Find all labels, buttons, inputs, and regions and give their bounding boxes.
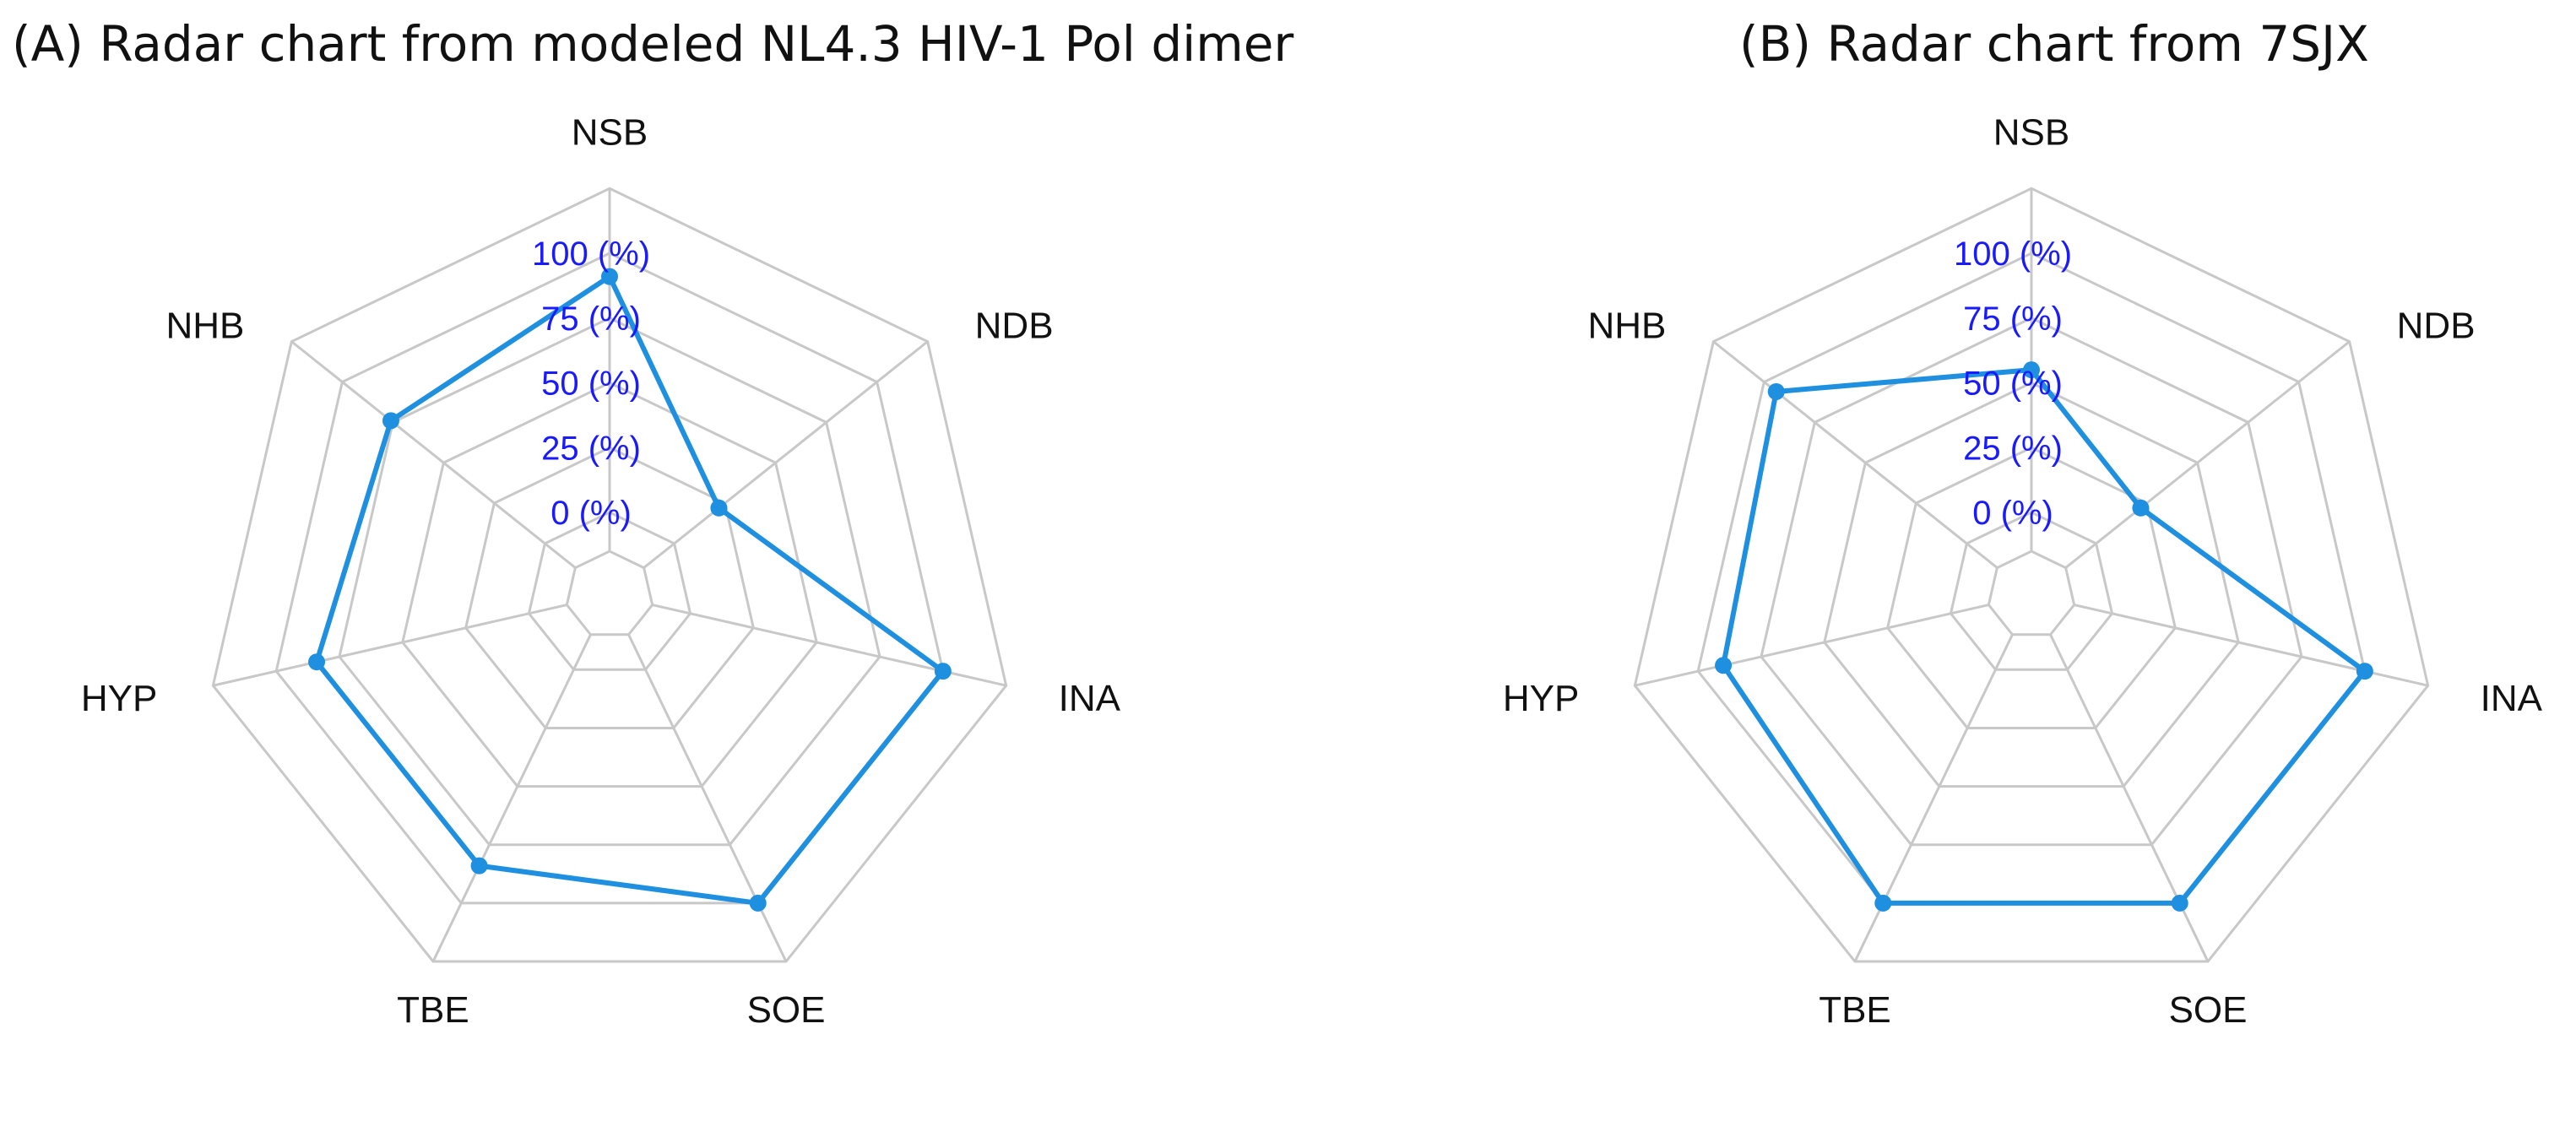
grid-ring — [211, 187, 1008, 963]
chart-b-title: (B) Radar chart from 7SJX — [1739, 15, 2369, 73]
grid-ring — [1633, 187, 2430, 963]
data-point-nsb — [2023, 361, 2040, 379]
grid-ring — [338, 317, 881, 847]
data-point-ndb — [2132, 499, 2150, 517]
tick-label: 0 (%) — [550, 495, 632, 532]
axis-spoke-nhb — [1712, 340, 1998, 569]
data-point-ndb — [710, 499, 728, 517]
data-point-ina — [2356, 663, 2373, 680]
data-point-hyp — [1715, 657, 1733, 674]
data-point-hyp — [308, 653, 326, 671]
axis-spoke-hyp — [1634, 604, 1989, 687]
axis-label-ina: INA — [1059, 678, 1121, 719]
axis-label-ndb: NDB — [2397, 306, 2476, 347]
axis-label-ina: INA — [2481, 678, 2543, 719]
data-point-tbe — [470, 857, 488, 875]
tick-label: 100 (%) — [532, 236, 650, 273]
grid-ring — [1886, 446, 2177, 729]
axis-label-hyp: HYP — [81, 678, 157, 719]
axis-label-nsb: NSB — [572, 111, 648, 153]
data-point-nhb — [382, 412, 399, 430]
radar-chart-a: 0 (%) 25 (%) 50 (%) 75 (%) 100 (%) NSB NDB INA S… — [81, 111, 1121, 1031]
tick-label: 0 (%) — [1972, 495, 2053, 532]
axis-spoke-hyp — [212, 604, 567, 687]
axis-spoke-soe — [2049, 634, 2210, 962]
radar-chart-b: 0 (%) 25 (%) 50 (%) 75 (%) 100 (%) NSB NDB INA S… — [1503, 111, 2543, 1031]
grid-ring — [565, 550, 654, 636]
axis-label-tbe: TBE — [1819, 989, 1891, 1031]
data-point-soe — [749, 894, 767, 912]
chart-a-title: (A) Radar chart from modeled NL4.3 HIV-1… — [12, 15, 1294, 73]
data-point-nhb — [1767, 382, 1785, 400]
axis-label-nhb: NHB — [165, 306, 244, 347]
axis-label-nsb: NSB — [1993, 111, 2069, 153]
axis-spoke-ina — [2074, 604, 2429, 687]
tick-label: 75 (%) — [1963, 301, 2063, 338]
grid-ring — [1987, 550, 2076, 636]
tick-label: 50 (%) — [1963, 366, 2063, 403]
axis-label-nhb: NHB — [1587, 306, 1666, 347]
data-point-ina — [934, 663, 952, 680]
axis-label-hyp: HYP — [1503, 678, 1579, 719]
grid-ring — [464, 446, 755, 729]
tick-label: 100 (%) — [1954, 236, 2072, 273]
grid-ring — [527, 511, 692, 671]
axis-spoke-ndb — [2064, 340, 2351, 569]
axis-spoke-ina — [652, 604, 1007, 687]
grid-ring — [1823, 381, 2240, 788]
tick-label: 50 (%) — [541, 366, 641, 403]
axis-spoke-tbe — [431, 634, 592, 962]
axis-label-tbe: TBE — [397, 989, 469, 1031]
grid-ring — [1760, 317, 2303, 847]
series-line — [314, 273, 946, 906]
axis-label-ndb: NDB — [975, 306, 1054, 347]
grid-ring — [1949, 511, 2114, 671]
axis-spoke-tbe — [1853, 634, 2014, 962]
axis-spoke-nhb — [290, 340, 577, 569]
tick-label: 25 (%) — [541, 430, 641, 467]
axis-label-soe: SOE — [747, 989, 826, 1031]
axis-spoke-ndb — [643, 340, 929, 569]
grid-ring — [401, 381, 818, 788]
data-point-tbe — [1874, 894, 1892, 912]
axis-label-soe: SOE — [2169, 989, 2248, 1031]
axis-spoke-soe — [627, 634, 788, 962]
grid-ring — [274, 252, 945, 905]
series-line — [1721, 367, 2367, 906]
tick-label: 75 (%) — [541, 301, 641, 338]
data-point-soe — [2171, 894, 2188, 912]
tick-label: 25 (%) — [1963, 430, 2063, 467]
data-point-nsb — [601, 268, 618, 285]
